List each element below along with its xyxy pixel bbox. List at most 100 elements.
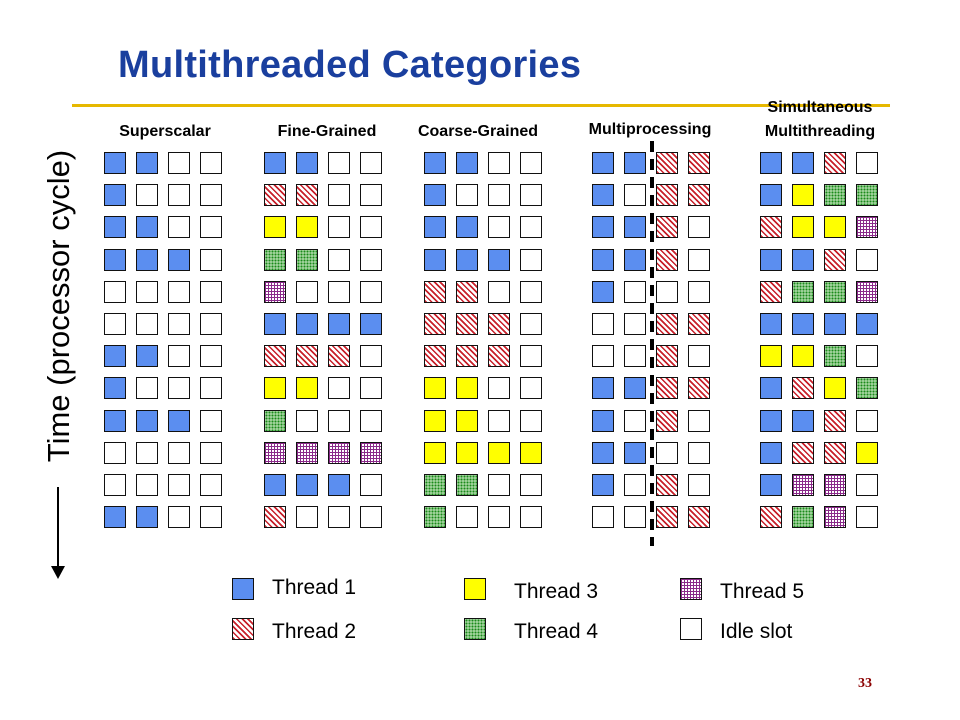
idle-slot [168,474,190,496]
thread-2-slot [760,506,782,529]
thread-1-slot [104,409,126,432]
thread-1-slot [456,248,478,271]
thread-1-slot [624,216,646,239]
idle-slot [592,313,614,335]
legend-swatch-thread-2 [232,618,254,640]
legend-swatch-idle-slot [680,618,702,640]
time-arrow-head-icon [51,566,65,579]
thread-4-slot [856,184,878,207]
thread-1-slot [296,313,318,335]
thread-3-slot [488,441,510,464]
idle-slot [520,216,542,239]
thread-1-slot [424,152,446,174]
thread-2-slot [824,441,846,464]
thread-1-slot [760,184,782,207]
idle-slot [168,345,190,368]
idle-slot [624,280,646,303]
idle-slot [104,280,126,303]
idle-slot [200,184,222,207]
idle-slot [200,345,222,368]
idle-slot [520,280,542,303]
idle-slot [656,441,678,464]
idle-slot [360,506,382,529]
thread-1-slot [592,474,614,496]
idle-slot [856,409,878,432]
thread-1-slot [856,313,878,335]
idle-slot [456,506,478,529]
thread-1-slot [760,409,782,432]
thread-2-slot [688,506,710,529]
thread-1-slot [760,152,782,174]
idle-slot [328,409,350,432]
idle-slot [624,409,646,432]
thread-2-slot [792,441,814,464]
thread-1-slot [592,280,614,303]
thread-1-slot [104,152,126,174]
thread-2-slot [656,313,678,335]
idle-slot [360,280,382,303]
slide-title: Multithreaded Categories [118,44,582,86]
idle-slot [104,474,126,496]
page-number: 33 [858,676,872,691]
idle-slot [104,313,126,335]
idle-slot [520,184,542,207]
thread-2-slot [264,184,286,207]
idle-slot [656,280,678,303]
legend-label-thread-1: Thread 1 [272,576,357,599]
idle-slot [488,474,510,496]
thread-2-slot [264,506,286,529]
thread-3-slot [856,441,878,464]
thread-1-slot [296,474,318,496]
idle-slot [360,377,382,400]
thread-3-slot [264,216,286,239]
idle-slot [360,409,382,432]
idle-slot [520,152,542,174]
thread-5-slot [328,441,350,464]
thread-1-slot [104,184,126,207]
idle-slot [688,441,710,464]
idle-slot [168,506,190,529]
thread-5-slot [296,441,318,464]
idle-slot [688,345,710,368]
thread-2-slot [424,280,446,303]
idle-slot [328,377,350,400]
idle-slot [856,474,878,496]
thread-4-slot [856,377,878,400]
thread-2-slot [824,248,846,271]
thread-3-slot [792,184,814,207]
idle-slot [136,184,158,207]
column-header-coarse-grained: Coarse-Grained [417,123,539,140]
thread-3-slot [520,441,542,464]
idle-slot [520,313,542,335]
idle-slot [360,248,382,271]
thread-2-slot [688,313,710,335]
thread-1-slot [264,313,286,335]
thread-1-slot [424,216,446,239]
thread-1-slot [360,313,382,335]
thread-1-slot [456,216,478,239]
thread-1-slot [136,248,158,271]
idle-slot [520,345,542,368]
idle-slot [520,409,542,432]
thread-3-slot [424,441,446,464]
thread-1-slot [136,152,158,174]
thread-1-slot [760,441,782,464]
legend-label-thread-3: Thread 3 [514,580,599,603]
thread-2-slot [760,280,782,303]
thread-1-slot [136,216,158,239]
idle-slot [520,248,542,271]
thread-4-slot [792,280,814,303]
thread-2-slot [424,313,446,335]
idle-slot [168,216,190,239]
column-header-smt: Simultaneous Multithreading [745,96,895,144]
thread-2-slot [656,377,678,400]
idle-slot [168,441,190,464]
thread-2-slot [296,345,318,368]
title-underline [72,104,890,107]
idle-slot [168,280,190,303]
idle-slot [488,184,510,207]
thread-2-slot [656,409,678,432]
thread-4-slot [424,506,446,529]
idle-slot [200,248,222,271]
thread-5-slot [856,216,878,239]
